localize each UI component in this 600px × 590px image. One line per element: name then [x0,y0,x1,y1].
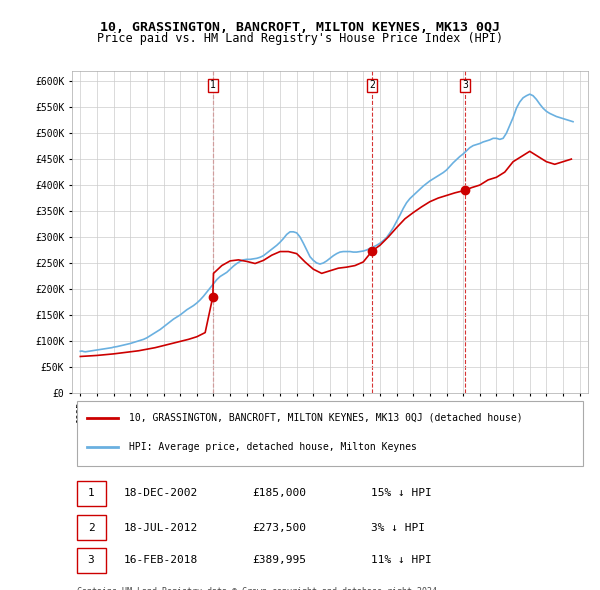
FancyBboxPatch shape [77,548,106,573]
Text: 1: 1 [88,489,94,499]
Text: 11% ↓ HPI: 11% ↓ HPI [371,555,432,565]
Text: 1: 1 [210,80,216,90]
FancyBboxPatch shape [77,481,106,506]
Text: 2: 2 [370,80,375,90]
Text: Price paid vs. HM Land Registry's House Price Index (HPI): Price paid vs. HM Land Registry's House … [97,32,503,45]
Text: Contains HM Land Registry data © Crown copyright and database right 2024.
This d: Contains HM Land Registry data © Crown c… [77,587,442,590]
FancyBboxPatch shape [77,515,106,540]
Text: 2: 2 [88,523,94,533]
Text: 18-DEC-2002: 18-DEC-2002 [124,489,198,499]
Text: 15% ↓ HPI: 15% ↓ HPI [371,489,432,499]
Text: 3: 3 [462,80,468,90]
Text: 3% ↓ HPI: 3% ↓ HPI [371,523,425,533]
Text: £273,500: £273,500 [253,523,307,533]
Text: £185,000: £185,000 [253,489,307,499]
FancyBboxPatch shape [77,401,583,466]
Text: 18-JUL-2012: 18-JUL-2012 [124,523,198,533]
Text: 10, GRASSINGTON, BANCROFT, MILTON KEYNES, MK13 0QJ: 10, GRASSINGTON, BANCROFT, MILTON KEYNES… [100,21,500,34]
Text: 3: 3 [88,555,94,565]
Text: £389,995: £389,995 [253,555,307,565]
Text: 16-FEB-2018: 16-FEB-2018 [124,555,198,565]
Text: HPI: Average price, detached house, Milton Keynes: HPI: Average price, detached house, Milt… [129,441,416,451]
Text: 10, GRASSINGTON, BANCROFT, MILTON KEYNES, MK13 0QJ (detached house): 10, GRASSINGTON, BANCROFT, MILTON KEYNES… [129,412,523,422]
